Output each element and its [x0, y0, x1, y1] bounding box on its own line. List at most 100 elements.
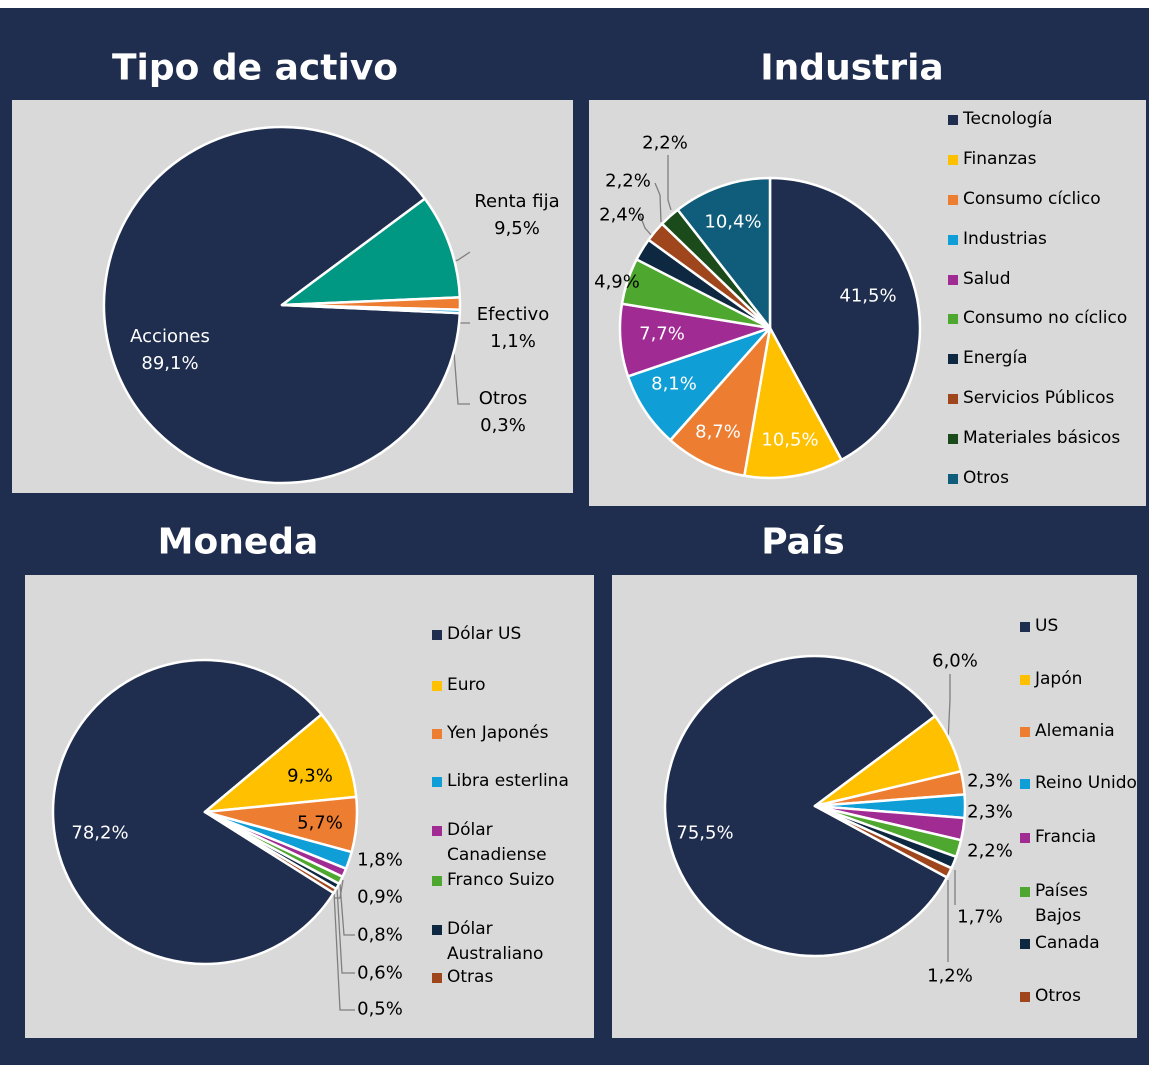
legend-label: Consumo cíclico [963, 189, 1101, 209]
data-label: 0,6% [357, 960, 403, 987]
legend-item: Otros [948, 466, 1009, 491]
data-label: Acciones 89,1% [130, 323, 210, 377]
pie-slice [280, 303, 462, 315]
data-label: 10,5% [761, 427, 818, 454]
legend-swatch [948, 394, 958, 404]
legend-swatch [948, 195, 958, 205]
data-label: 9,3% [287, 763, 333, 790]
leader-line [339, 883, 355, 936]
legend-swatch [432, 973, 442, 983]
data-label: 7,7% [639, 321, 685, 348]
legend-label: Salud [963, 269, 1011, 289]
pie-slice [203, 713, 358, 814]
data-label: 5,7% [297, 810, 343, 837]
legend-swatch [948, 314, 958, 324]
legend-swatch [1020, 887, 1030, 897]
legend-swatch [1020, 992, 1030, 1002]
value-label: 0,5% [357, 998, 403, 1020]
legend-label: Países Bajos [1035, 881, 1088, 926]
data-label: 2,2% [642, 130, 688, 157]
legend-label: Materiales básicos [963, 428, 1121, 448]
pie-slice [663, 654, 949, 958]
pie-slice [203, 810, 338, 895]
legend-label: Consumo no cíclico [963, 308, 1128, 328]
pie-slice [743, 326, 843, 480]
legend-swatch [1020, 675, 1030, 685]
legend-item: Euro [432, 673, 486, 698]
legend-item: Yen Japonés [432, 721, 548, 746]
legend-swatch [948, 155, 958, 165]
legend-label: Japón [1035, 669, 1083, 689]
data-label: 2,3% [967, 768, 1013, 795]
legend-item: Consumo cíclico [948, 187, 1101, 212]
value-label: 1,2% [927, 965, 973, 987]
value-label: 2,2% [967, 840, 1013, 862]
data-label: Renta fija 9,5% [474, 188, 559, 242]
legend-swatch [948, 434, 958, 444]
data-label: 8,1% [651, 371, 697, 398]
top-strip [0, 0, 1149, 8]
legend-label: Yen Japonés [447, 723, 549, 743]
legend-item: Otras [432, 965, 493, 990]
legend-swatch [1020, 939, 1030, 949]
data-label: 6,0% [932, 648, 978, 675]
legend-label: Dólar Australiano [447, 919, 544, 964]
value-label: 5,7% [297, 812, 343, 834]
legend-swatch [432, 729, 442, 739]
category-label: Renta fija [474, 191, 560, 212]
legend-item: Países Bajos [1020, 879, 1095, 929]
legend-item: Salud [948, 267, 1011, 292]
legend-label: Otros [1035, 986, 1081, 1006]
data-label: 78,2% [71, 820, 128, 847]
chart-title: Industria [760, 47, 944, 89]
leader-line [639, 214, 653, 237]
legend-swatch [432, 777, 442, 787]
value-label: 10,4% [704, 211, 762, 233]
pie-slice [669, 326, 772, 478]
value-label: 2,3% [967, 801, 1013, 823]
legend-label: Tecnología [963, 109, 1053, 129]
legend-swatch [948, 115, 958, 125]
legend-item: Industrias [948, 227, 1047, 252]
chart-title: Moneda [157, 521, 319, 563]
legend-label: Finanzas [963, 149, 1037, 169]
legend-label: Francia [1035, 827, 1097, 847]
value-label: 41,5% [839, 285, 897, 307]
legend-item: US [1020, 614, 1058, 639]
data-label: 1,2% [927, 963, 973, 990]
legend-label: Dólar US [447, 624, 522, 644]
legend-item: Otros [1020, 984, 1081, 1009]
legend-item: Francia [1020, 825, 1096, 850]
legend-label: Libra esterlina [447, 771, 569, 791]
leader-line [333, 891, 355, 1011]
legend-item: Franco Suizo [432, 868, 555, 893]
data-label: 2,2% [967, 838, 1013, 865]
pie-slice [51, 658, 335, 966]
value-label: 7,7% [639, 323, 685, 345]
legend-swatch [432, 681, 442, 691]
value-label: 0,3% [480, 415, 526, 436]
category-label: Efectivo [476, 304, 550, 325]
legend-item: Canada [1020, 931, 1100, 956]
leader-line [654, 182, 662, 223]
value-label: 1,7% [957, 906, 1003, 928]
value-label: 1,1% [490, 331, 536, 352]
data-label: 0,5% [357, 996, 403, 1023]
pie-slice [676, 176, 772, 330]
data-label: 41,5% [839, 283, 896, 310]
value-label: 2,3% [967, 770, 1013, 792]
value-label: 0,6% [357, 962, 403, 984]
legend-item: Japón [1020, 667, 1082, 692]
pie-slice [768, 176, 922, 462]
value-label: 78,2% [71, 822, 129, 844]
pie-slice [813, 804, 953, 879]
data-label: 0,8% [357, 922, 403, 949]
value-label: 89,1% [141, 353, 199, 374]
value-label: 8,7% [695, 421, 741, 443]
legend-swatch [432, 876, 442, 886]
leader-line [947, 674, 951, 743]
legend-item: Servicios Públicos [948, 386, 1114, 411]
legend-item: Dólar Canadiense [432, 818, 547, 868]
